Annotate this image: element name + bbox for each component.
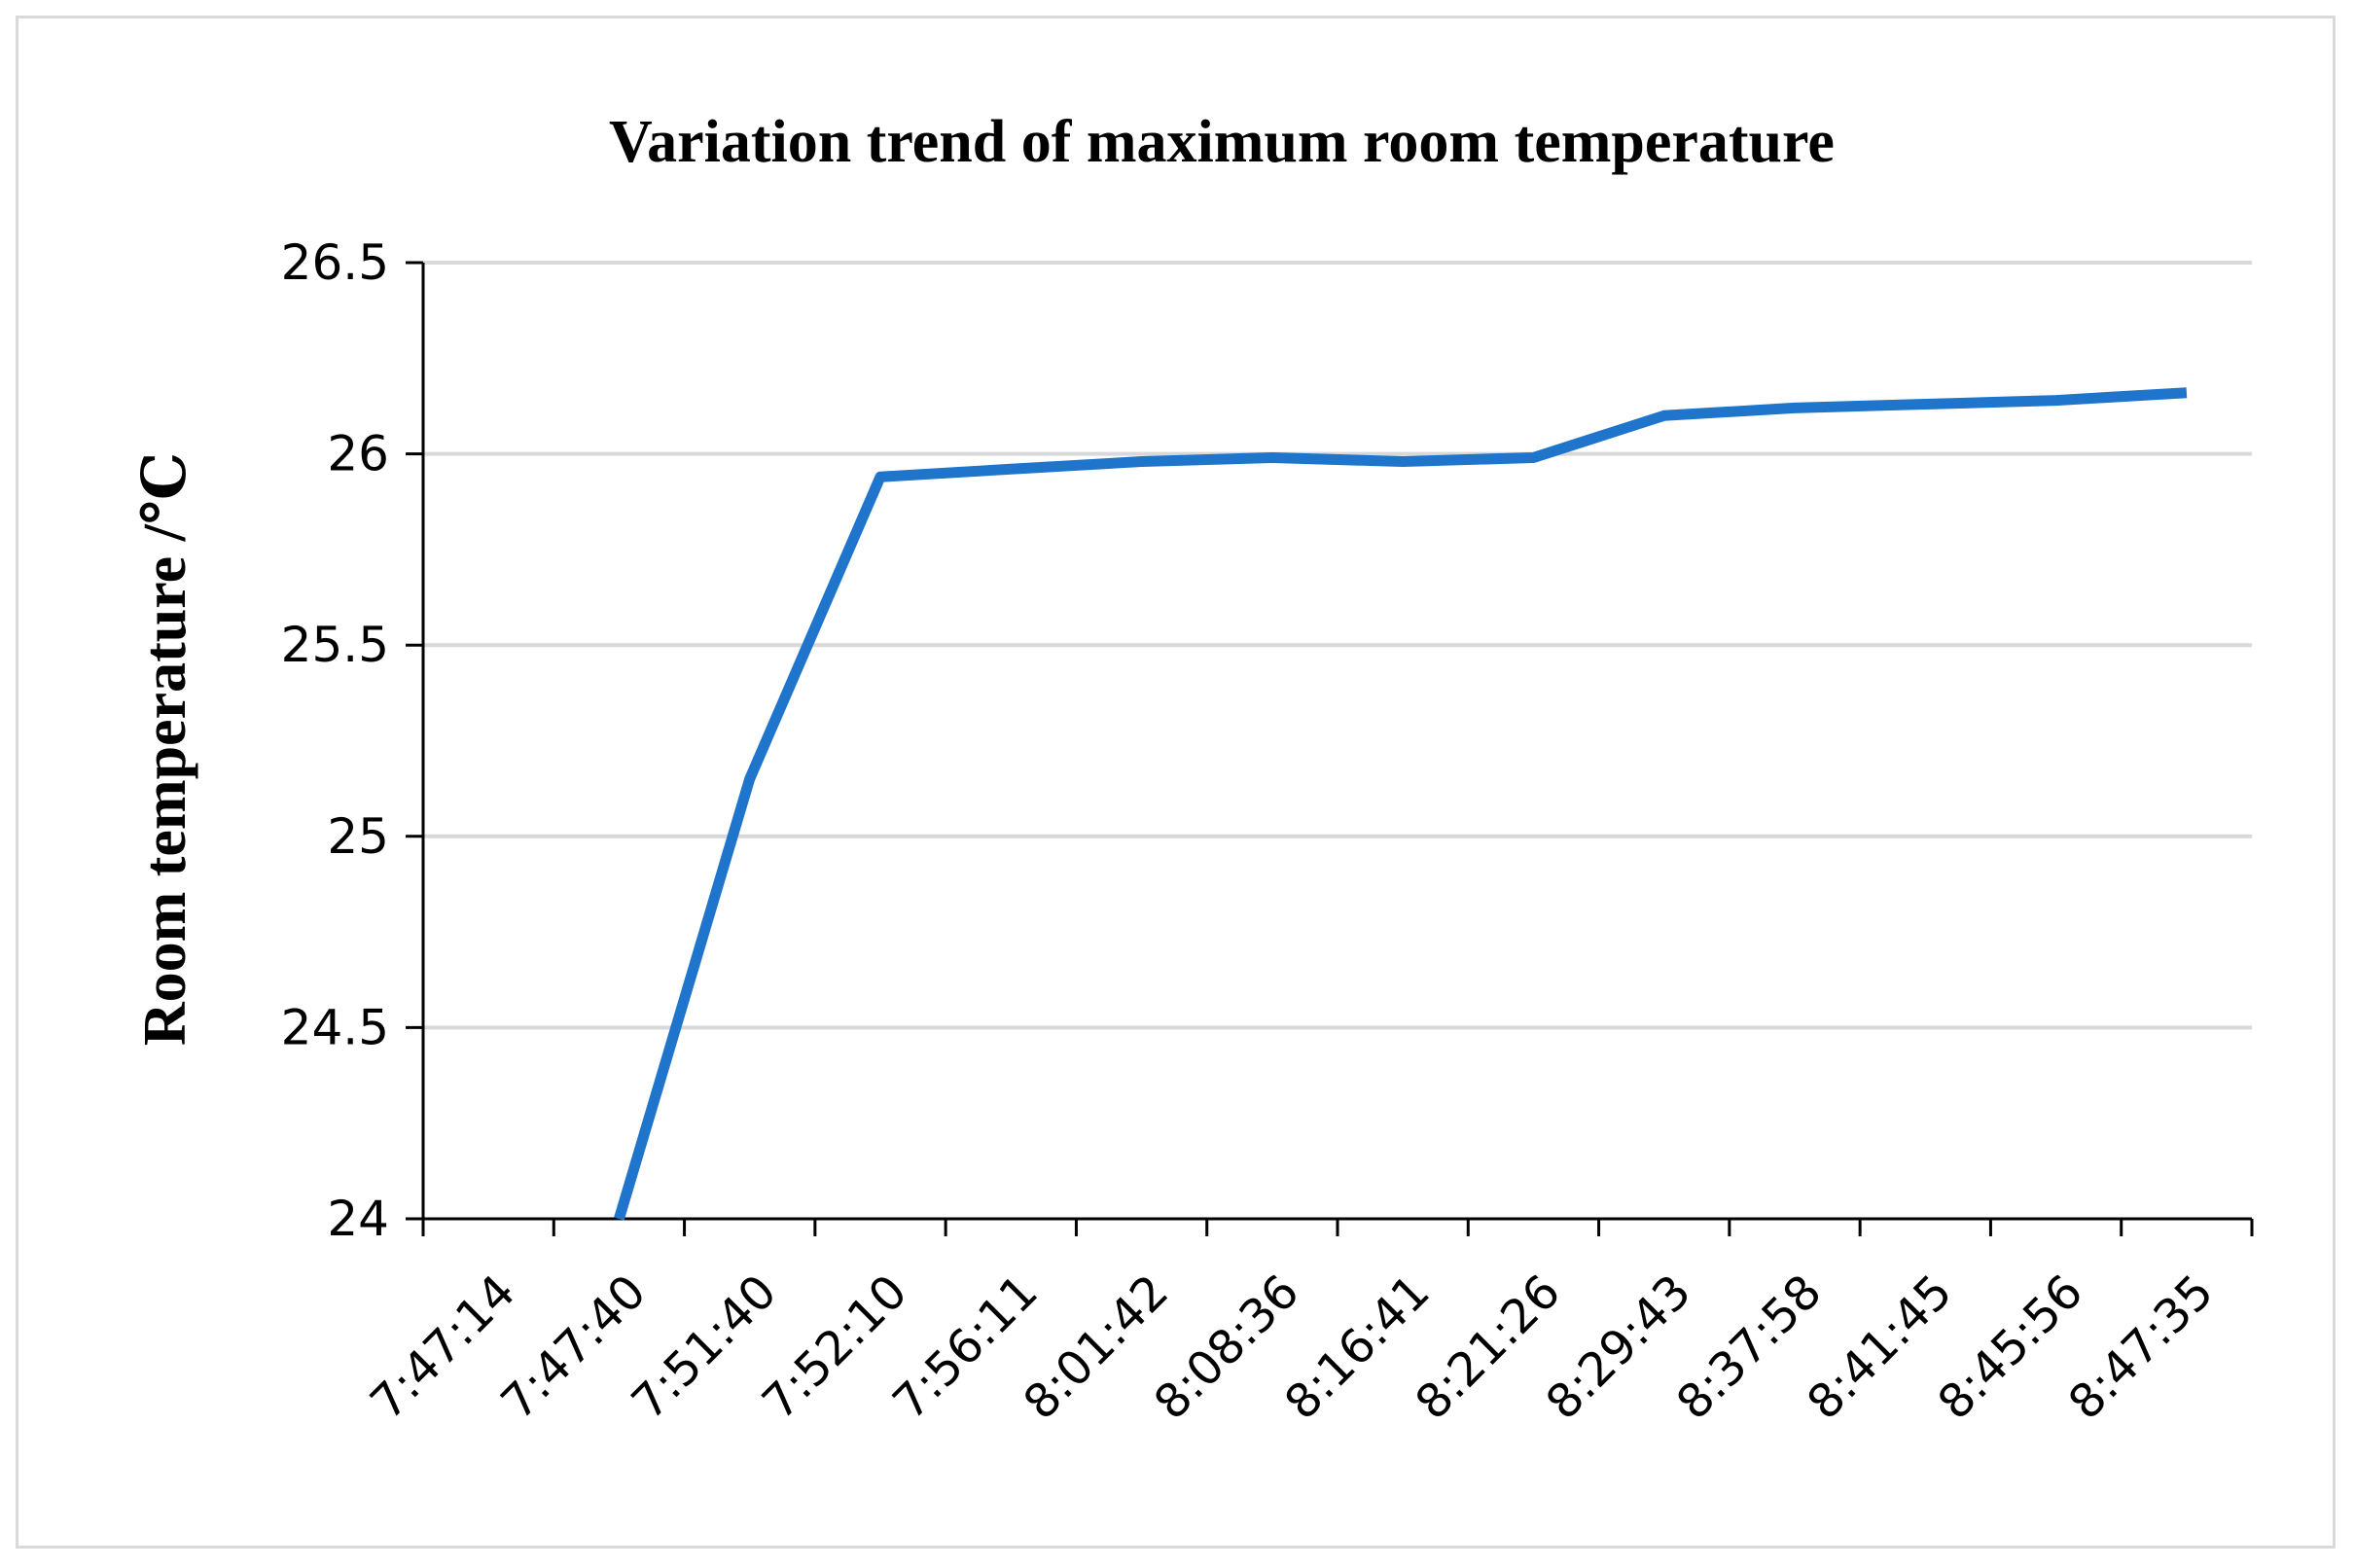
y-tick-label-5: 26.5: [281, 234, 389, 291]
data-point-8: [1528, 452, 1539, 463]
data-point-7: [1398, 456, 1409, 467]
data-point-11: [1920, 399, 1931, 410]
data-point-1: [614, 1214, 624, 1225]
series-layer: [614, 387, 2192, 1225]
x-tick-label-7: 8:16:41: [1274, 1265, 1440, 1430]
chart-frame: [16, 16, 2336, 1549]
x-tick-label-8: 8:21:26: [1405, 1265, 1570, 1430]
x-tick-label-4: 7:56:11: [882, 1265, 1048, 1430]
x-tick-label-2: 7:51:40: [622, 1265, 787, 1430]
x-tick-label-5: 8:01:42: [1014, 1265, 1179, 1430]
x-tick-label-11: 8:41:45: [1797, 1265, 1962, 1430]
x-tick-label-12: 8:45:56: [1928, 1265, 2093, 1430]
data-point-13: [2181, 387, 2192, 398]
data-point-3: [875, 472, 886, 482]
x-tick-label-0: 7:47:14: [360, 1265, 525, 1430]
y-tick-label-3: 25.5: [281, 617, 389, 673]
data-point-2: [744, 773, 755, 784]
axis-layer: [406, 261, 2254, 1236]
x-tick-label-1: 7:47:40: [490, 1265, 656, 1430]
x-tick-label-10: 8:37:58: [1666, 1265, 1832, 1430]
data-point-5: [1136, 456, 1147, 467]
y-axis-label: Room temperature /℃: [132, 452, 198, 1046]
y-tick-label-4: 26: [327, 426, 389, 482]
chart-title: Variation trend of maximum room temperat…: [609, 109, 1835, 175]
y-tick-label-2: 25: [327, 808, 389, 865]
y-tick-label-1: 24.5: [281, 999, 389, 1055]
grid-layer: [423, 261, 2252, 1030]
data-point-10: [1790, 403, 1801, 413]
x-tick-label-3: 7:52:10: [752, 1265, 917, 1430]
x-tick-labels: 7:47:147:47:407:51:407:52:107:56:118:01:…: [360, 1265, 2224, 1430]
data-point-4: [1006, 464, 1017, 475]
data-point-9: [1659, 410, 1669, 421]
series-line-0: [614, 387, 2188, 1221]
y-tick-label-0: 24: [327, 1191, 389, 1247]
x-tick-label-9: 8:29:43: [1536, 1265, 1701, 1430]
data-point-6: [1267, 452, 1277, 463]
x-tick-label-13: 8:47:35: [2058, 1265, 2224, 1430]
x-tick-label-6: 8:08:36: [1144, 1265, 1309, 1430]
data-point-12: [2051, 395, 2061, 406]
y-tick-labels: 24 24.5 25 25.5 26 26.5: [281, 234, 389, 1247]
